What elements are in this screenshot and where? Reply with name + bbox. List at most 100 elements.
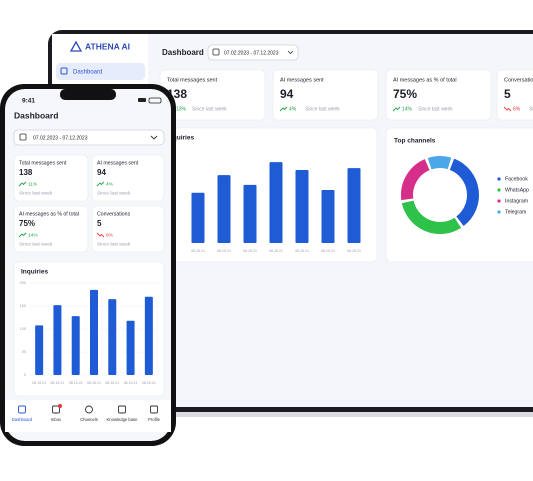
stat-change: 14% — [402, 106, 413, 112]
chart-title: Top channels — [394, 138, 436, 145]
trend-arrow — [279, 106, 288, 112]
y-tick-label: 0 — [24, 373, 26, 377]
stat-label: AI messages sent — [280, 77, 324, 83]
calendar-icon — [212, 48, 220, 56]
nav-icon — [60, 67, 68, 75]
stat-label: Total messages sent — [167, 77, 218, 83]
x-tick-label: 08.15.21 — [50, 381, 64, 385]
stat-label: AI messages as % of total — [393, 77, 457, 83]
legend-label: Instagram — [505, 198, 528, 204]
tab-icon[interactable] — [18, 405, 26, 414]
tab-label[interactable]: Profile — [148, 417, 161, 422]
nav-label[interactable]: Dashboard — [73, 70, 102, 76]
date-range: 07.02.2023 - 07.12.2023 — [224, 50, 279, 56]
stat-change: 14% — [28, 232, 38, 238]
stat-note: Since last week — [529, 106, 533, 112]
legend-dot — [497, 188, 501, 192]
tab-icon[interactable] — [150, 405, 158, 414]
x-tick-label: 08.15.21 — [321, 249, 335, 253]
tablet-title: Dashboard — [162, 48, 204, 57]
stat-note: Since last week — [418, 106, 453, 112]
tab-bar — [5, 400, 171, 432]
bar — [321, 189, 335, 243]
donut-segment — [427, 156, 452, 170]
bar — [53, 305, 62, 375]
x-tick-label: 08.15.21 — [269, 249, 283, 253]
bar — [295, 169, 309, 243]
tab-icon[interactable] — [118, 405, 126, 414]
stat-card — [13, 154, 89, 202]
tab-icon[interactable] — [85, 405, 93, 414]
phone-title: Dashboard — [14, 110, 58, 120]
x-tick-label: 08.15.21 — [32, 381, 46, 385]
logo-icon — [69, 40, 83, 52]
tab-label[interactable]: Dashboard — [12, 417, 33, 422]
donut-segment — [449, 158, 479, 227]
tab-icon[interactable] — [52, 405, 60, 414]
y-tick-label: 200 — [20, 281, 26, 285]
chart-title: Inquiries — [21, 269, 48, 276]
chart-title: Inquiries — [167, 135, 194, 142]
x-tick-label: 08.15.21 — [69, 381, 83, 385]
donut-segment — [401, 159, 430, 201]
legend-dot — [497, 177, 501, 181]
notch — [60, 89, 116, 100]
badge — [58, 404, 62, 408]
x-tick-label: 08.15.21 — [347, 249, 361, 253]
stat-change: 11% — [28, 181, 38, 187]
stat-note: Since last week — [97, 241, 131, 247]
stat-value: 75% — [19, 219, 35, 228]
bar — [144, 296, 153, 375]
stat-value: 5 — [97, 219, 102, 228]
trend-arrow — [96, 232, 105, 238]
tab-label[interactable]: Inbox — [51, 417, 62, 422]
legend-dot — [497, 199, 501, 203]
x-tick-label: 08.15.21 — [87, 381, 101, 385]
trend-arrow — [392, 106, 401, 112]
stat-label: Conversations — [504, 77, 533, 83]
stat-value: 138 — [19, 168, 33, 177]
phone-date-picker[interactable] — [13, 129, 165, 146]
stat-card — [496, 69, 533, 121]
stat-value: 75% — [393, 87, 417, 101]
tab-label[interactable]: Channels — [80, 417, 98, 422]
trend-arrow — [18, 181, 27, 187]
bar — [108, 299, 117, 375]
battery-icon — [148, 97, 162, 104]
stat-value: 94 — [280, 87, 294, 101]
donut-segment — [401, 200, 462, 234]
chevron — [287, 50, 294, 55]
bar — [269, 162, 283, 243]
stat-card — [91, 205, 165, 253]
date-picker[interactable] — [207, 44, 299, 61]
stat-label: AI messages sent — [97, 160, 139, 166]
stat-change: 4% — [289, 106, 297, 112]
stat-note: Since last week — [305, 106, 340, 112]
y-tick-label: 100 — [20, 327, 26, 331]
stat-card — [385, 69, 492, 121]
bar — [347, 168, 361, 243]
nav-item[interactable] — [56, 63, 145, 80]
trend-arrow — [503, 106, 512, 112]
stat-change: 4% — [106, 181, 114, 187]
x-tick-label: 08.15.21 — [124, 381, 138, 385]
stat-change: 6% — [106, 232, 114, 238]
stat-label: AI messages as % of total — [19, 211, 79, 217]
y-tick-label: 150 — [20, 304, 26, 308]
tab-label[interactable]: Knowledge base — [107, 417, 139, 422]
stat-card — [272, 69, 379, 121]
calendar-icon — [19, 133, 27, 141]
x-tick-label: 08.15.21 — [191, 249, 205, 253]
bar — [126, 320, 135, 375]
x-tick-label: 08.15.21 — [142, 381, 156, 385]
bar — [191, 192, 205, 243]
legend-dot — [497, 210, 501, 214]
x-tick-label: 08.15.21 — [217, 249, 231, 253]
bar — [217, 175, 231, 243]
x-tick-label: 08.15.21 — [105, 381, 119, 385]
signal-icon — [138, 98, 146, 102]
stat-card — [13, 205, 89, 253]
legend-label: Facebook — [505, 176, 528, 182]
